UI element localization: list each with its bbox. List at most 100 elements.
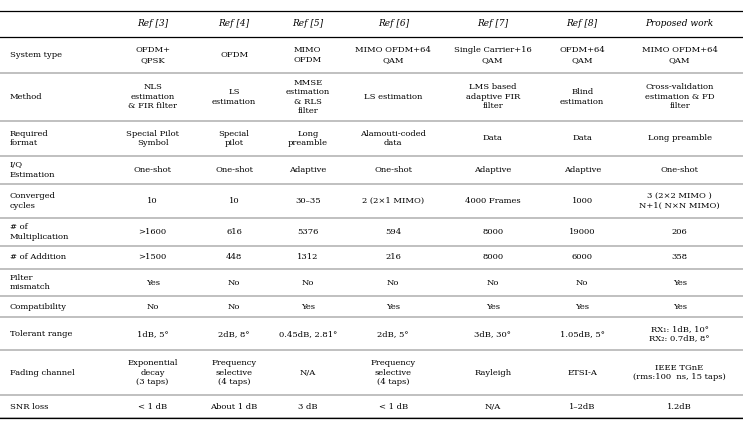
Text: Frequency
selective
(4 taps): Frequency selective (4 taps) [371,359,416,386]
Text: Tolerant range: Tolerant range [10,330,72,338]
Text: No: No [146,303,159,311]
Text: 358: 358 [672,253,688,261]
Text: Long
preamble: Long preamble [288,130,328,147]
Text: Yes: Yes [301,303,315,311]
Text: Adaptive: Adaptive [474,166,511,174]
Text: 19000: 19000 [569,228,595,236]
Text: 1.2dB: 1.2dB [667,403,692,411]
Text: One-shot: One-shot [134,166,172,174]
Text: Alamouti-coded
data: Alamouti-coded data [360,130,426,147]
Text: MIMO OFDM+64
QAM: MIMO OFDM+64 QAM [642,46,718,64]
Text: No: No [228,278,240,287]
Text: Ref [6]: Ref [6] [377,19,409,28]
Text: OFDM+
QPSK: OFDM+ QPSK [135,46,170,64]
Text: Blind
estimation: Blind estimation [560,88,604,106]
Text: Ref [7]: Ref [7] [477,19,508,28]
Text: N/A: N/A [299,369,316,377]
Text: Frequency
selective
(4 taps): Frequency selective (4 taps) [212,359,257,386]
Text: Converged
cycles: Converged cycles [10,192,56,210]
Text: 0.45dB, 2.81°: 0.45dB, 2.81° [279,330,337,338]
Text: MIMO
OFDM: MIMO OFDM [293,46,322,64]
Text: 10: 10 [229,197,239,205]
Text: MIMO OFDM+64
QAM: MIMO OFDM+64 QAM [355,46,431,64]
Text: 4000 Frames: 4000 Frames [465,197,521,205]
Text: One-shot: One-shot [661,166,698,174]
Text: RX₁: 1dB, 10°
RX₂: 0.7dB, 8°: RX₁: 1dB, 10° RX₂: 0.7dB, 8° [649,325,710,343]
Text: Ref [8]: Ref [8] [567,19,597,28]
Text: Cross-validation
estimation & FD
filter: Cross-validation estimation & FD filter [645,83,715,110]
Text: 3dB, 30°: 3dB, 30° [474,330,511,338]
Text: 5376: 5376 [297,228,319,236]
Text: Data: Data [572,134,592,142]
Text: No: No [228,303,240,311]
Text: Long preamble: Long preamble [648,134,712,142]
Text: System type: System type [10,51,62,59]
Text: Ref [5]: Ref [5] [292,19,323,28]
Text: I/Q
Estimation: I/Q Estimation [10,161,55,179]
Text: 8000: 8000 [482,253,503,261]
Text: 2 (2×1 MIMO): 2 (2×1 MIMO) [362,197,424,205]
Text: N/A: N/A [484,403,501,411]
Text: 594: 594 [385,228,401,236]
Text: MMSE
estimation
& RLS
filter: MMSE estimation & RLS filter [285,79,330,115]
Text: ETSI-A: ETSI-A [567,369,597,377]
Text: 6000: 6000 [571,253,593,261]
Text: No: No [302,278,314,287]
Text: 3 (2×2 MIMO )
N+1( N×N MIMO): 3 (2×2 MIMO ) N+1( N×N MIMO) [639,192,720,210]
Text: 30–35: 30–35 [295,197,320,205]
Text: Yes: Yes [672,303,687,311]
Text: 10: 10 [147,197,158,205]
Text: IEEE TGnE
(rms:100  ns, 15 taps): IEEE TGnE (rms:100 ns, 15 taps) [633,364,726,381]
Text: No: No [387,278,400,287]
Text: 1–2dB: 1–2dB [569,403,595,411]
Text: < 1 dB: < 1 dB [379,403,408,411]
Text: OFDM: OFDM [220,51,248,59]
Text: Compatibility: Compatibility [10,303,67,311]
Text: 216: 216 [386,253,401,261]
Text: Ref [4]: Ref [4] [218,19,250,28]
Text: LMS based
adaptive FIR
filter: LMS based adaptive FIR filter [466,83,520,110]
Text: No: No [576,278,588,287]
Text: Adaptive: Adaptive [563,166,601,174]
Text: 2dB, 8°: 2dB, 8° [218,330,250,338]
Text: < 1 dB: < 1 dB [138,403,167,411]
Text: OFDM+64
QAM: OFDM+64 QAM [559,46,605,64]
Text: Data: Data [483,134,502,142]
Text: SNR loss: SNR loss [10,403,48,411]
Text: 1.05dB, 5°: 1.05dB, 5° [559,330,605,338]
Text: 206: 206 [672,228,687,236]
Text: 448: 448 [226,253,242,261]
Text: # of
Multiplication: # of Multiplication [10,223,69,241]
Text: Yes: Yes [386,303,400,311]
Text: LS
estimation: LS estimation [212,88,256,106]
Text: LS estimation: LS estimation [364,93,423,101]
Text: Filter
mismatch: Filter mismatch [10,274,51,291]
Text: Yes: Yes [672,278,687,287]
Text: Yes: Yes [146,278,160,287]
Text: 1312: 1312 [297,253,319,261]
Text: 8000: 8000 [482,228,503,236]
Text: About 1 dB: About 1 dB [210,403,258,411]
Text: 1000: 1000 [571,197,593,205]
Text: Ref [3]: Ref [3] [137,19,168,28]
Text: No: No [487,278,499,287]
Text: Single Carrier+16
QAM: Single Carrier+16 QAM [454,46,531,64]
Text: Required
format: Required format [10,130,48,147]
Text: 3 dB: 3 dB [298,403,317,411]
Text: 1dB, 5°: 1dB, 5° [137,330,169,338]
Text: Yes: Yes [575,303,589,311]
Text: Special
pilot: Special pilot [218,130,250,147]
Text: Proposed work: Proposed work [646,19,714,28]
Text: Adaptive: Adaptive [289,166,326,174]
Text: Exponential
decay
(3 taps): Exponential decay (3 taps) [127,359,178,386]
Text: Special Pilot
Symbol: Special Pilot Symbol [126,130,179,147]
Text: One-shot: One-shot [215,166,253,174]
Text: Yes: Yes [486,303,500,311]
Text: 616: 616 [226,228,242,236]
Text: Method: Method [10,93,42,101]
Text: >1600: >1600 [138,228,166,236]
Text: # of Addition: # of Addition [10,253,66,261]
Text: NLS
estimation
& FIR filter: NLS estimation & FIR filter [128,83,177,110]
Text: 2dB, 5°: 2dB, 5° [377,330,409,338]
Text: One-shot: One-shot [374,166,412,174]
